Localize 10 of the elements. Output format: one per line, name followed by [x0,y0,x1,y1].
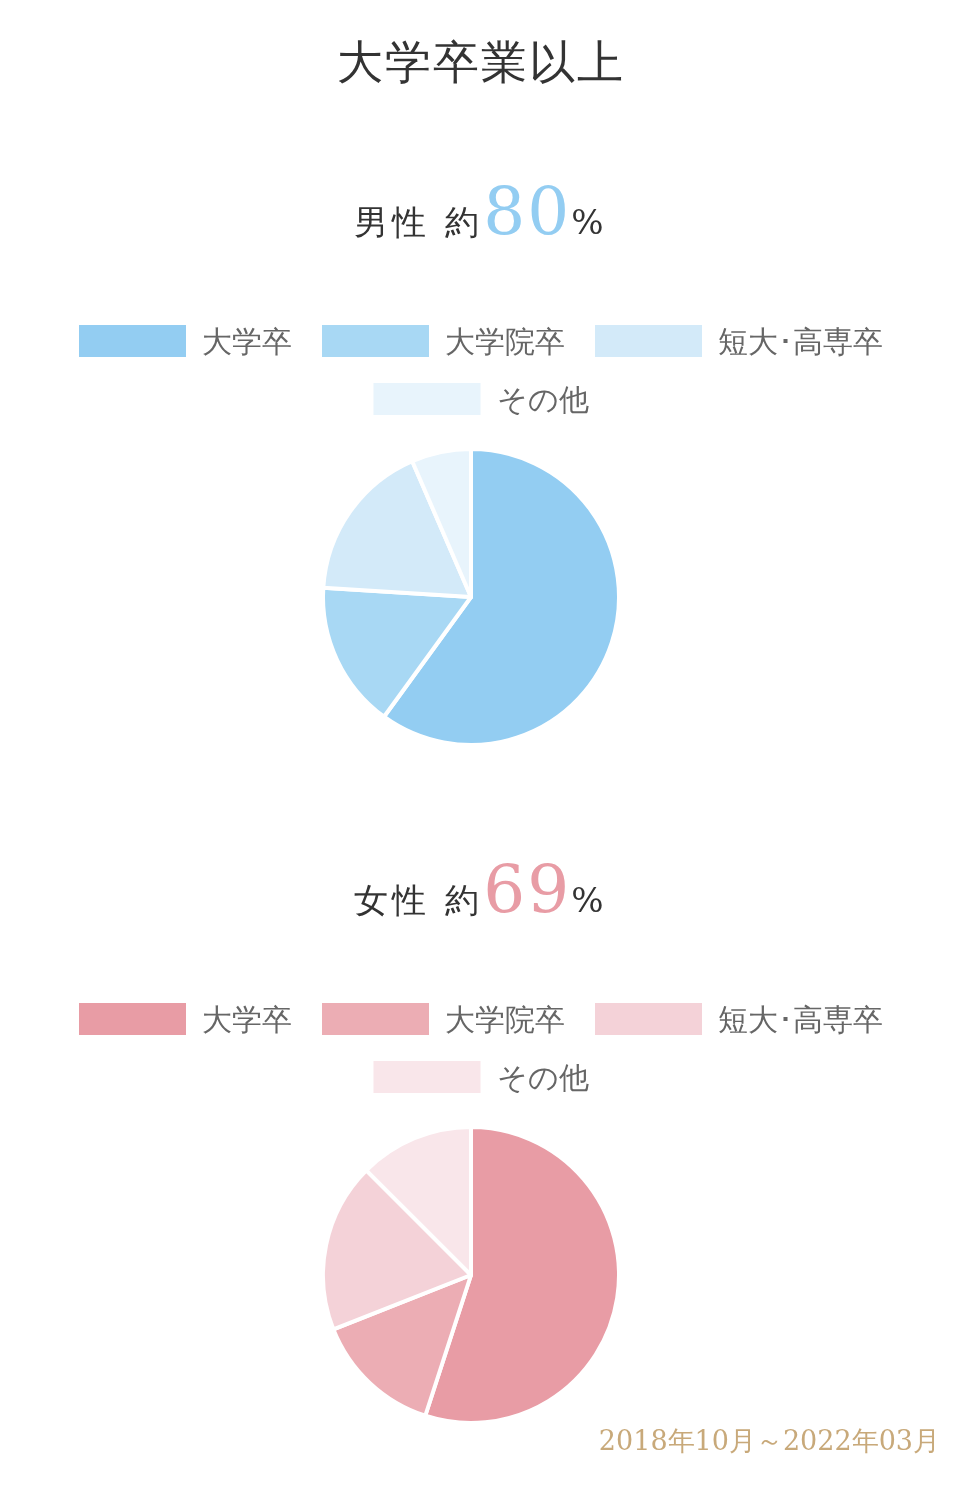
legend-label: 短大･高専卒 [718,1001,883,1037]
text: 2018年10月～2022年03月 [598,1425,940,1456]
legend-label: 大学院卒 [445,1001,565,1037]
legend-label: その他 [496,381,589,417]
legend-label: 短大･高専卒 [718,323,883,359]
chart-title: 大学卒業以上 [337,35,625,89]
legend-label: 大学卒 [202,1001,292,1037]
legend-label: 大学卒 [202,323,292,359]
legend-label: 大学院卒 [445,323,565,359]
legend-label: その他 [496,1059,589,1095]
